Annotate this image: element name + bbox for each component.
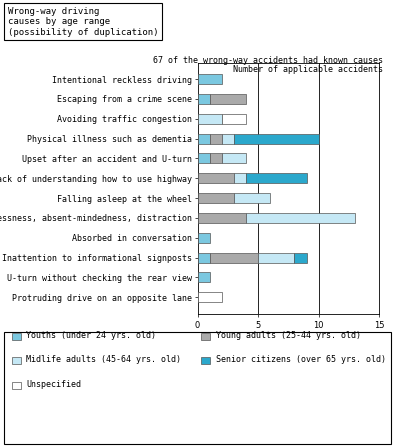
Text: Number of applicable accidents: Number of applicable accidents [233,65,383,74]
Text: Young adults (25-44 yrs. old): Young adults (25-44 yrs. old) [216,331,361,340]
Text: Midlife adults (45-64 yrs. old): Midlife adults (45-64 yrs. old) [26,355,181,364]
Bar [210,134,222,143]
Text: 67 of the wrong-way accidents had known causes: 67 of the wrong-way accidents had known … [153,56,383,65]
Bar [246,173,307,183]
Bar [210,253,258,263]
Bar [222,114,246,124]
Bar [234,193,270,203]
Bar [198,114,222,124]
Bar [198,94,210,104]
Bar [198,154,210,164]
Bar [198,272,210,282]
Bar [246,213,355,223]
Bar [294,253,307,263]
Bar [198,134,210,143]
Bar [222,134,234,143]
Text: Wrong-way driving
causes by age range
(possibility of duplication): Wrong-way driving causes by age range (p… [8,7,158,37]
Bar [198,253,210,263]
Bar [198,173,234,183]
Text: Unspecified: Unspecified [26,380,81,389]
Bar [222,154,246,164]
Bar [198,213,246,223]
Text: Senior citizens (over 65 yrs. old): Senior citizens (over 65 yrs. old) [216,355,386,364]
Bar [210,154,222,164]
Bar [198,193,234,203]
Bar [198,74,222,84]
Bar [198,233,210,243]
Bar [234,134,319,143]
Text: Youths (under 24 yrs. old): Youths (under 24 yrs. old) [26,331,156,340]
Bar [198,292,222,302]
Bar [210,94,246,104]
Bar [234,173,246,183]
Bar [258,253,294,263]
